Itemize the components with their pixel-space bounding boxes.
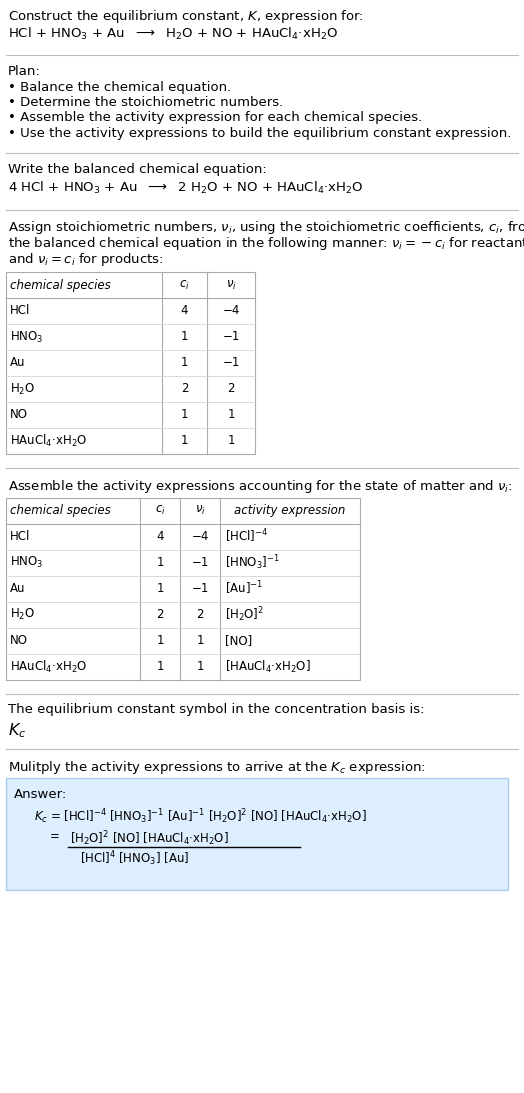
Text: Construct the equilibrium constant, $K$, expression for:: Construct the equilibrium constant, $K$,… [8,8,364,25]
Text: the balanced chemical equation in the following manner: $\nu_i = -c_i$ for react: the balanced chemical equation in the fo… [8,235,524,252]
Text: • Determine the stoichiometric numbers.: • Determine the stoichiometric numbers. [8,96,283,109]
Text: 1: 1 [181,330,188,343]
Text: • Use the activity expressions to build the equilibrium constant expression.: • Use the activity expressions to build … [8,127,511,140]
Text: −4: −4 [222,305,239,317]
Text: $K_c$: $K_c$ [8,721,26,740]
Text: H$_2$O: H$_2$O [10,381,35,397]
Bar [6,497,360,680]
Text: $\nu_i$: $\nu_i$ [194,504,205,517]
Text: [HCl]$^{-4}$: [HCl]$^{-4}$ [225,528,268,545]
Text: [HNO$_3$]$^{-1}$: [HNO$_3$]$^{-1}$ [225,553,280,572]
Text: Au: Au [10,581,26,595]
Text: Assign stoichiometric numbers, $\nu_i$, using the stoichiometric coefficients, $: Assign stoichiometric numbers, $\nu_i$, … [8,220,524,236]
Bar [6,272,255,454]
Text: HNO$_3$: HNO$_3$ [10,329,43,344]
Text: and $\nu_i = c_i$ for products:: and $\nu_i = c_i$ for products: [8,250,163,268]
Text: HCl: HCl [10,305,30,317]
Text: Au: Au [10,356,26,369]
Text: 4 HCl + HNO$_3$ + Au  $\longrightarrow$  2 H$_2$O + NO + HAuCl$_4$·xH$_2$O: 4 HCl + HNO$_3$ + Au $\longrightarrow$ 2… [8,180,364,196]
Text: HAuCl$_4$·xH$_2$O: HAuCl$_4$·xH$_2$O [10,433,88,449]
Text: Assemble the activity expressions accounting for the state of matter and $\nu_i$: Assemble the activity expressions accoun… [8,478,512,495]
Text: The equilibrium constant symbol in the concentration basis is:: The equilibrium constant symbol in the c… [8,704,424,717]
Text: −4: −4 [191,530,209,543]
Text: 1: 1 [227,409,235,422]
Text: 1: 1 [156,556,163,569]
Text: NO: NO [10,409,28,422]
Text: • Assemble the activity expression for each chemical species.: • Assemble the activity expression for e… [8,111,422,125]
Text: [HAuCl$_4$·xH$_2$O]: [HAuCl$_4$·xH$_2$O] [225,658,311,674]
Bar [6,778,508,890]
Text: chemical species: chemical species [10,504,111,517]
Text: −1: −1 [191,556,209,569]
Text: $K_c$ = [HCl]$^{-4}$ [HNO$_3$]$^{-1}$ [Au]$^{-1}$ [H$_2$O]$^2$ [NO] [HAuCl$_4$·x: $K_c$ = [HCl]$^{-4}$ [HNO$_3$]$^{-1}$ [A… [34,808,367,826]
Text: 1: 1 [181,356,188,369]
Text: −1: −1 [191,581,209,595]
Text: 2: 2 [227,383,235,396]
Text: Mulitply the activity expressions to arrive at the $K_c$ expression:: Mulitply the activity expressions to arr… [8,759,426,776]
Text: [HCl]$^4$ [HNO$_3$] [Au]: [HCl]$^4$ [HNO$_3$] [Au] [80,849,189,868]
Text: 2: 2 [181,383,188,396]
Text: 2: 2 [196,608,204,621]
Text: =: = [50,831,60,844]
Text: $c_i$: $c_i$ [179,279,190,292]
Text: [Au]$^{-1}$: [Au]$^{-1}$ [225,579,263,597]
Text: 1: 1 [156,634,163,647]
Text: 1: 1 [156,581,163,595]
Text: • Balance the chemical equation.: • Balance the chemical equation. [8,81,231,94]
Text: Answer:: Answer: [14,788,67,801]
Text: HCl: HCl [10,530,30,543]
Text: 4: 4 [156,530,163,543]
Text: [NO]: [NO] [225,634,252,647]
Text: activity expression: activity expression [234,504,346,517]
Text: HNO$_3$: HNO$_3$ [10,555,43,571]
Text: HAuCl$_4$·xH$_2$O: HAuCl$_4$·xH$_2$O [10,658,88,674]
Text: [H$_2$O]$^2$: [H$_2$O]$^2$ [225,606,264,624]
Text: NO: NO [10,634,28,647]
Text: 2: 2 [156,608,163,621]
Text: 1: 1 [156,660,163,673]
Text: H$_2$O: H$_2$O [10,607,35,622]
Text: Write the balanced chemical equation:: Write the balanced chemical equation: [8,163,267,176]
Text: 1: 1 [196,634,204,647]
Text: 1: 1 [181,435,188,447]
Text: 1: 1 [227,435,235,447]
Text: chemical species: chemical species [10,279,111,292]
Text: $\nu_i$: $\nu_i$ [226,279,236,292]
Text: HCl + HNO$_3$ + Au  $\longrightarrow$  H$_2$O + NO + HAuCl$_4$·xH$_2$O: HCl + HNO$_3$ + Au $\longrightarrow$ H$_… [8,25,338,42]
Text: 1: 1 [181,409,188,422]
Text: $c_i$: $c_i$ [155,504,166,517]
Text: 4: 4 [181,305,188,317]
Text: 1: 1 [196,660,204,673]
Text: [H$_2$O]$^2$ [NO] [HAuCl$_4$·xH$_2$O]: [H$_2$O]$^2$ [NO] [HAuCl$_4$·xH$_2$O] [70,828,229,848]
Text: −1: −1 [222,330,239,343]
Text: −1: −1 [222,356,239,369]
Text: Plan:: Plan: [8,64,41,78]
